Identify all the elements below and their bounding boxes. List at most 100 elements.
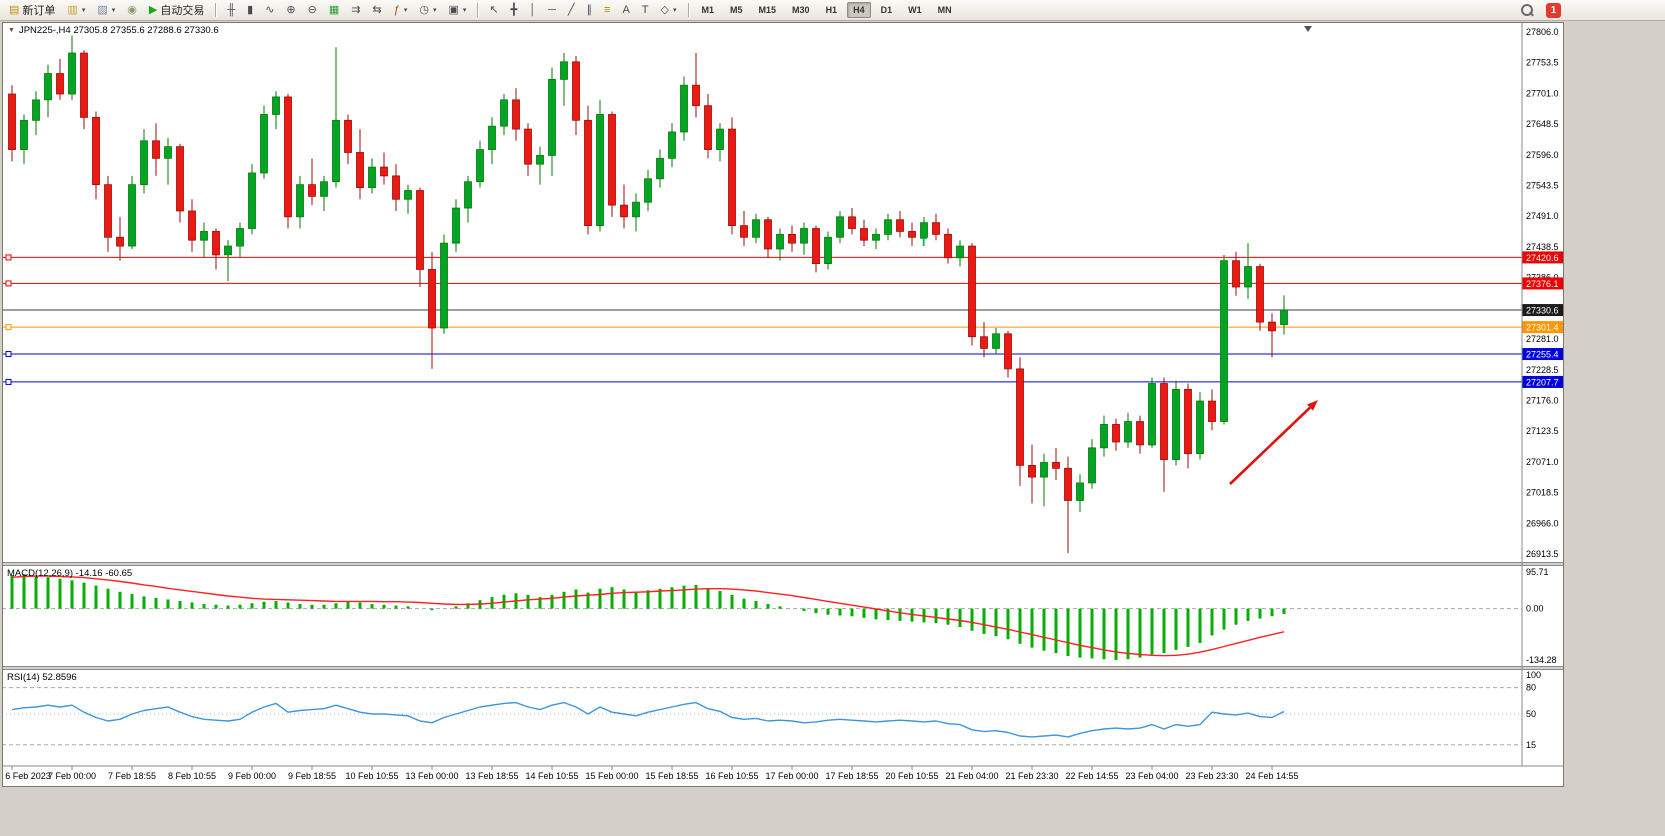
profiles-button[interactable]: ▨ ▾ <box>92 2 120 19</box>
time-label[interactable]: 22 Feb 14:55 <box>1065 771 1118 781</box>
fibonacci-button[interactable]: ≡ <box>599 2 615 19</box>
hline-handle[interactable] <box>5 280 12 287</box>
time-label[interactable]: 13 Feb 00:00 <box>405 771 458 781</box>
time-label[interactable]: 14 Feb 10:55 <box>525 771 578 781</box>
zoom-out-icon: ⊖ <box>307 3 317 16</box>
zoom-in-button[interactable]: ⊕ <box>281 2 300 19</box>
time-label[interactable]: 9 Feb 18:55 <box>288 771 336 781</box>
dropdown-arrow-icon[interactable]: ▾ <box>432 7 437 14</box>
dropdown-arrow-icon[interactable]: ▾ <box>403 7 408 14</box>
channel-button[interactable]: ∥ <box>582 2 598 19</box>
shapes-button[interactable]: ◇ ▾ <box>656 2 682 19</box>
indicators-button[interactable]: ƒ ▾ <box>389 2 413 19</box>
time-label[interactable]: 21 Feb 23:30 <box>1005 771 1058 781</box>
timeframe-m15-button[interactable]: M15 <box>758 5 777 15</box>
time-label[interactable]: 10 Feb 10:55 <box>345 771 398 781</box>
crosshair-button[interactable]: ╋ <box>506 2 523 19</box>
timeframe-h4-button[interactable]: H4 <box>847 2 871 18</box>
timeframe-m30-button[interactable]: M30 <box>792 5 810 15</box>
hline-handle[interactable] <box>5 351 12 358</box>
search-icon[interactable] <box>1520 3 1534 17</box>
time-label[interactable]: 23 Feb 04:00 <box>1125 771 1178 781</box>
time-label[interactable]: 20 Feb 10:55 <box>885 771 938 781</box>
time-label[interactable]: 6 Feb 2023 <box>5 771 51 781</box>
cursor-button[interactable]: ↖ <box>484 2 503 19</box>
time-label[interactable]: 7 Feb 00:00 <box>48 771 96 781</box>
horizontal-line-button[interactable]: ─ <box>543 2 561 19</box>
candle <box>1028 464 1036 478</box>
hline-handle[interactable] <box>5 378 12 385</box>
time-label[interactable]: 16 Feb 10:55 <box>705 771 758 781</box>
dropdown-arrow-icon[interactable]: ▾ <box>672 7 677 14</box>
svg-text:27330.6: 27330.6 <box>1526 306 1559 316</box>
time-label[interactable]: 23 Feb 23:30 <box>1185 771 1238 781</box>
time-label[interactable]: 13 Feb 18:55 <box>465 771 518 781</box>
timeframe-d1-button[interactable]: D1 <box>880 5 893 15</box>
auto-scroll-button[interactable]: ⇉ <box>346 2 365 19</box>
candle <box>152 140 160 159</box>
candle <box>752 219 760 238</box>
alerts-button[interactable]: ◉ <box>122 2 142 19</box>
timeframe-h1-button[interactable]: H1 <box>825 5 838 15</box>
templates-button[interactable]: ▣ ▾ <box>443 2 471 19</box>
candle <box>164 146 172 159</box>
time-label[interactable]: 7 Feb 18:55 <box>108 771 156 781</box>
candle <box>560 61 568 80</box>
chart-window[interactable]: T 95.71 0.00 -134.28 100 80 50 15 27806.0 27753.5… <box>2 22 1564 787</box>
candle <box>248 172 256 229</box>
panel-separator[interactable] <box>2 666 1564 670</box>
candle <box>1004 333 1012 370</box>
dropdown-arrow-icon[interactable]: ▾ <box>462 7 467 14</box>
periods-button[interactable]: ◷ ▾ <box>414 2 441 19</box>
time-label[interactable]: 8 Feb 10:55 <box>168 771 216 781</box>
new-chart-button[interactable]: ▥ ▾ <box>62 2 90 19</box>
notification-badge[interactable]: 1 <box>1546 2 1561 18</box>
trend-arrow[interactable] <box>1229 406 1311 485</box>
price-tick: 27701.0 <box>1526 88 1559 98</box>
text-annotation[interactable]: T <box>920 235 928 249</box>
tile-windows-button[interactable]: ▦ <box>324 2 344 19</box>
label-button[interactable]: T <box>637 2 654 19</box>
candlestick-chart-button[interactable]: ▮ <box>242 2 258 19</box>
dropdown-arrow-icon[interactable]: ▾ <box>111 7 116 14</box>
candle <box>284 96 292 218</box>
zoom-out-button[interactable]: ⊖ <box>303 2 322 19</box>
trend-arrow-head[interactable] <box>1307 400 1318 411</box>
text-button[interactable]: A <box>617 2 634 19</box>
new-order-button[interactable]: ▤ 新订单 <box>4 2 60 19</box>
line-chart-button[interactable]: ∿ <box>260 2 279 19</box>
candle <box>1100 424 1108 449</box>
timeframe-w1-button[interactable]: W1 <box>908 5 922 15</box>
hline-handle[interactable] <box>5 254 12 261</box>
price-axis: 27806.0 27753.5 27701.0 27648.5 27596.0 27543… <box>1522 27 1564 559</box>
vertical-line-button[interactable]: │ <box>524 2 541 19</box>
time-label[interactable]: 17 Feb 00:00 <box>765 771 818 781</box>
bar-chart-button[interactable]: ╫ <box>222 2 240 19</box>
time-label[interactable]: 24 Feb 14:55 <box>1245 771 1298 781</box>
time-label[interactable]: 9 Feb 00:00 <box>228 771 276 781</box>
price-tick: 27228.5 <box>1526 365 1559 375</box>
chart-shift-button[interactable]: ⇆ <box>367 2 386 19</box>
timeframe-m5-button[interactable]: M5 <box>730 5 743 15</box>
panel-separator[interactable] <box>2 562 1564 566</box>
time-label[interactable]: 15 Feb 18:55 <box>645 771 698 781</box>
time-label[interactable]: 21 Feb 04:00 <box>945 771 998 781</box>
dropdown-arrow-icon[interactable]: ▾ <box>81 7 86 14</box>
auto-trading-button[interactable]: ▶ 自动交易 <box>144 2 209 19</box>
candle <box>320 181 328 197</box>
candle <box>140 140 148 186</box>
rsi-axis-tick: 100 <box>1526 670 1541 680</box>
time-label[interactable]: 17 Feb 18:55 <box>825 771 878 781</box>
hline-handle[interactable] <box>5 324 12 331</box>
trendline-button[interactable]: ╱ <box>563 2 580 19</box>
chart-canvas[interactable]: T 95.71 0.00 -134.28 100 80 50 15 27806.0 27753.5… <box>2 22 1564 787</box>
candle <box>788 233 796 244</box>
price-tick: 27596.0 <box>1526 150 1559 160</box>
chart-shift-marker[interactable] <box>1304 26 1312 32</box>
chart-shift-icon: ⇆ <box>372 3 382 16</box>
timeframe-m1-button[interactable]: M1 <box>701 5 715 15</box>
svg-text:27376.1: 27376.1 <box>1526 279 1559 289</box>
timeframe-mn-button[interactable]: MN <box>937 5 952 15</box>
candles-layer <box>8 35 1288 554</box>
time-label[interactable]: 15 Feb 00:00 <box>585 771 638 781</box>
